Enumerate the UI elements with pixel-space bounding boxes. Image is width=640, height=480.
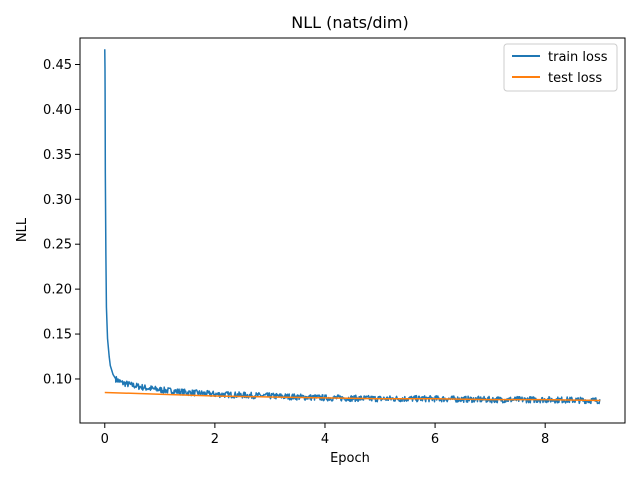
y-tick-label: 0.40 bbox=[43, 103, 72, 118]
x-tick-label: 0 bbox=[101, 432, 109, 447]
legend-label-test: test loss bbox=[548, 71, 602, 86]
legend-label-train: train loss bbox=[548, 50, 608, 65]
y-tick-label: 0.20 bbox=[43, 283, 72, 298]
y-tick-label: 0.10 bbox=[43, 372, 72, 387]
y-tick-label: 0.35 bbox=[43, 148, 72, 163]
chart-title: NLL (nats/dim) bbox=[291, 13, 409, 32]
x-tick-label: 4 bbox=[321, 432, 329, 447]
legend: train loss test loss bbox=[503, 43, 618, 92]
y-tick-label: 0.25 bbox=[43, 238, 72, 253]
y-tick-label: 0.30 bbox=[43, 193, 72, 208]
x-tick-label: 6 bbox=[431, 432, 439, 447]
x-tick-label: 8 bbox=[541, 432, 549, 447]
plot-frame bbox=[79, 37, 626, 424]
y-axis-label: NLL bbox=[15, 217, 30, 242]
y-tick-label: 0.45 bbox=[43, 58, 72, 73]
y-tick-label: 0.15 bbox=[43, 328, 72, 343]
x-tick-label: 2 bbox=[211, 432, 219, 447]
test-loss-line bbox=[104, 391, 601, 402]
x-axis-label: Epoch bbox=[330, 451, 370, 466]
